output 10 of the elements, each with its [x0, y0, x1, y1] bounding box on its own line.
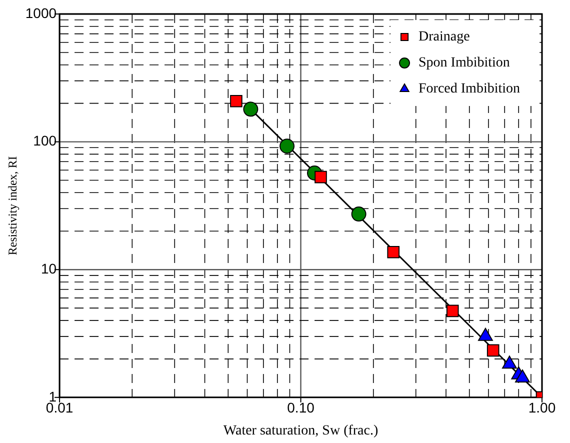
x-tick-label: 1.00: [528, 400, 556, 416]
legend-label: Forced Imbibition: [418, 82, 520, 97]
x-axis-title: Water saturation, Sw (frac.): [223, 423, 378, 438]
legend-label: Spon Imbibition: [418, 56, 510, 71]
legend-label: Drainage: [418, 30, 470, 45]
y-tick-label: 100: [33, 132, 57, 149]
y-tick-label: 10: [40, 260, 57, 276]
y-axis-title: Resistivity index, RI: [5, 156, 20, 256]
x-tick-label: 0.10: [287, 400, 315, 416]
y-tick-label: 1000: [25, 4, 57, 21]
